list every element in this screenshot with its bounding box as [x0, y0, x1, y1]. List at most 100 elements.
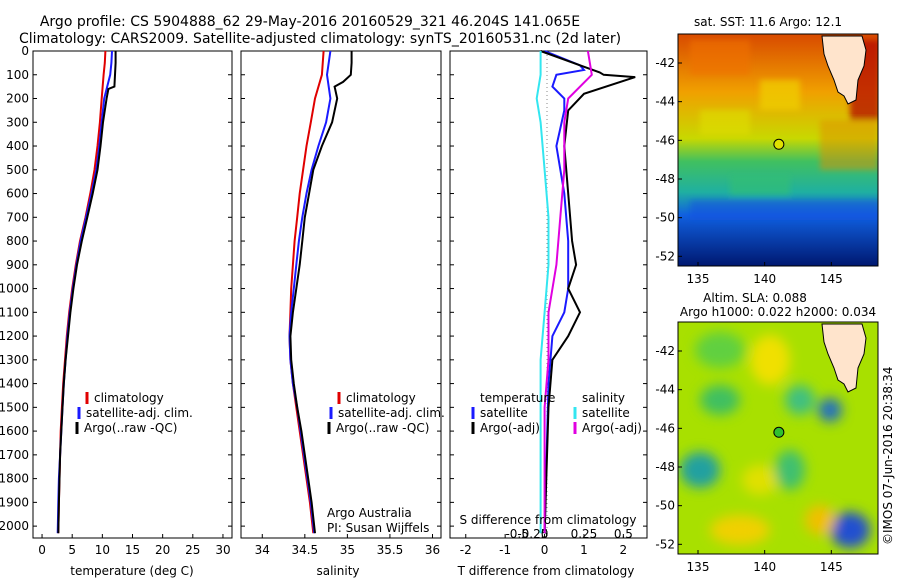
x-tick-label: 34.5 — [291, 543, 318, 557]
lat-tick-label: -44 — [655, 383, 675, 397]
lat-tick-label: -48 — [655, 460, 675, 474]
depth-tick-label: 1300 — [0, 353, 29, 367]
legend-label-climatology: climatology — [94, 391, 164, 405]
x-tick-label: 25 — [185, 543, 200, 557]
sla-frame — [677, 321, 879, 555]
x-tick-label: 36 — [425, 543, 440, 557]
difference-panel: -2 -1 0 1 2 -0.5-0.250 0.25 0.5 T difference f… — [449, 50, 648, 578]
sla-map-title-1: Altim. SLA: 0.088 — [703, 291, 807, 305]
lat-tick-label: -44 — [655, 95, 675, 109]
legend-label-s-satellite: satellite — [582, 406, 630, 420]
sst-frame — [677, 33, 879, 267]
sst-lon-ticks: 135 140 145 — [687, 262, 843, 286]
salinity-tick-labels: 34 34.5 35 35.5 36 — [241, 50, 441, 557]
depth-tick-label: 800 — [6, 234, 29, 248]
x-tick-label: 15 — [125, 543, 140, 557]
lat-tick-label: -42 — [655, 56, 675, 70]
depth-tick-label: 1900 — [0, 495, 29, 509]
x-tick-label: 35 — [340, 543, 355, 557]
depth-tick-label: 500 — [6, 163, 29, 177]
depth-tick-label: 900 — [6, 258, 29, 272]
lat-tick-label: -52 — [655, 249, 675, 263]
temperature-tick-labels: 0 5 10 15 20 25 30 — [33, 50, 232, 557]
lon-tick-label: 145 — [820, 272, 843, 286]
depth-tick-label: 1500 — [0, 400, 29, 414]
legend-label-argo: Argo(..raw -QC) — [84, 421, 177, 435]
series-line — [289, 51, 353, 534]
legend-label-s-argo: Argo(-adj) — [582, 421, 642, 435]
series-line — [57, 50, 107, 534]
x-tick-label: -2 — [460, 543, 472, 557]
depth-tick-label: 1700 — [0, 448, 29, 462]
depth-tick-label: 0 — [21, 44, 29, 58]
t-difference-xlabel: T difference from climatology — [457, 564, 635, 578]
lon-tick-label: 135 — [687, 560, 710, 574]
legend-label-t-satellite: satellite — [480, 406, 528, 420]
lat-tick-label: -42 — [655, 344, 675, 358]
lat-tick-label: -50 — [655, 499, 675, 513]
series-line — [57, 51, 117, 534]
annotation-argo-australia: Argo Australia — [327, 506, 412, 520]
salinity-xlabel: salinity — [316, 564, 359, 578]
footer-stamp: ©IMOS 07-Jun-2016 20:38:34 — [881, 367, 895, 545]
header-line-1: Argo profile: CS 5904888_62 29-May-2016 … — [40, 14, 580, 30]
salinity-legend: climatology satellite-adj. clim. Argo(..… — [327, 391, 445, 435]
legend-label-satellite: satellite-adj. clim. — [86, 406, 193, 420]
legend-label-satellite: satellite-adj. clim. — [338, 406, 445, 420]
tasmania-land — [821, 323, 867, 393]
sst-lat-ticks: -42 -44 -46 -48 -50 -52 — [655, 56, 682, 263]
s-diff-tick-label: 0.5 — [614, 527, 633, 541]
legend-title-salinity: salinity — [582, 391, 625, 405]
x-tick-label: 34 — [255, 543, 270, 557]
sst-argo-location-marker — [773, 138, 785, 150]
x-tick-label: 30 — [215, 543, 230, 557]
depth-tick-label: 1000 — [0, 282, 29, 296]
s-difference-tick-labels: -0.5-0.250 0.25 0.5 — [505, 527, 632, 541]
salinity-frame — [240, 50, 442, 539]
depth-tick-label: 1800 — [0, 472, 29, 486]
lat-tick-label: -52 — [655, 537, 675, 551]
x-tick-label: 5 — [68, 543, 76, 557]
lon-tick-label: 140 — [753, 272, 776, 286]
lat-tick-label: -48 — [655, 172, 675, 186]
legend-label-argo: Argo(..raw -QC) — [336, 421, 429, 435]
s-difference-xlabel: S difference from climatology — [460, 513, 637, 527]
lat-tick-label: -46 — [655, 421, 675, 435]
sla-map-title-2: Argo h1000: 0.022 h2000: 0.034 — [680, 305, 876, 319]
depth-tick-label: 200 — [6, 92, 29, 106]
salinity-series — [288, 50, 353, 534]
sla-map: Altim. SLA: 0.088 Argo h1000: 0.022 h200… — [655, 291, 879, 574]
depth-tick-label: 600 — [6, 187, 29, 201]
sla-lon-ticks: 135 140 145 — [687, 550, 843, 574]
temperature-legend: climatology satellite-adj. clim. Argo(..… — [75, 391, 193, 435]
sla-lat-ticks: -42 -44 -46 -48 -50 -52 — [655, 344, 682, 551]
legend-label-climatology: climatology — [346, 391, 416, 405]
sst-map-title: sat. SST: 11.6 Argo: 12.1 — [694, 15, 842, 29]
depth-tick-labels: 0 100 200 300 400 500 600 700 800 900 1000 1100 1200… — [0, 44, 29, 533]
lon-tick-label: 135 — [687, 272, 710, 286]
depth-tick-label: 400 — [6, 139, 29, 153]
sst-map: sat. SST: 11.6 Argo: 12.1 135 140 145 -42 -… — [655, 15, 879, 286]
depth-tick-label: 700 — [6, 210, 29, 224]
depth-tick-label: 300 — [6, 115, 29, 129]
depth-tick-label: 1100 — [0, 305, 29, 319]
x-tick-label: 20 — [155, 543, 170, 557]
depth-tick-label: 2000 — [0, 519, 29, 533]
s-diff-tick-label: 0.25 — [571, 527, 598, 541]
temperature-xlabel: temperature (deg C) — [70, 564, 193, 578]
t-difference-tick-labels: -2 -1 0 1 2 — [450, 50, 647, 557]
sst-texture — [690, 40, 878, 220]
x-tick-label: -1 — [499, 543, 511, 557]
header-line-2: Climatology: CARS2009. Satellite-adjuste… — [19, 31, 621, 47]
series-line — [535, 51, 550, 534]
depth-tick-label: 1600 — [0, 424, 29, 438]
sla-texture — [680, 332, 870, 548]
annotation-pi: PI: Susan Wijffels — [327, 521, 429, 535]
legend-label-t-argo: Argo(-adj) — [480, 421, 540, 435]
x-tick-label: 2 — [620, 543, 628, 557]
legend-title-temperature: temperature — [480, 391, 555, 405]
salinity-panel: 34 34.5 35 35.5 36 salinity climatology sate… — [240, 50, 445, 578]
x-tick-label: 35.5 — [377, 543, 404, 557]
difference-frame — [449, 50, 648, 539]
